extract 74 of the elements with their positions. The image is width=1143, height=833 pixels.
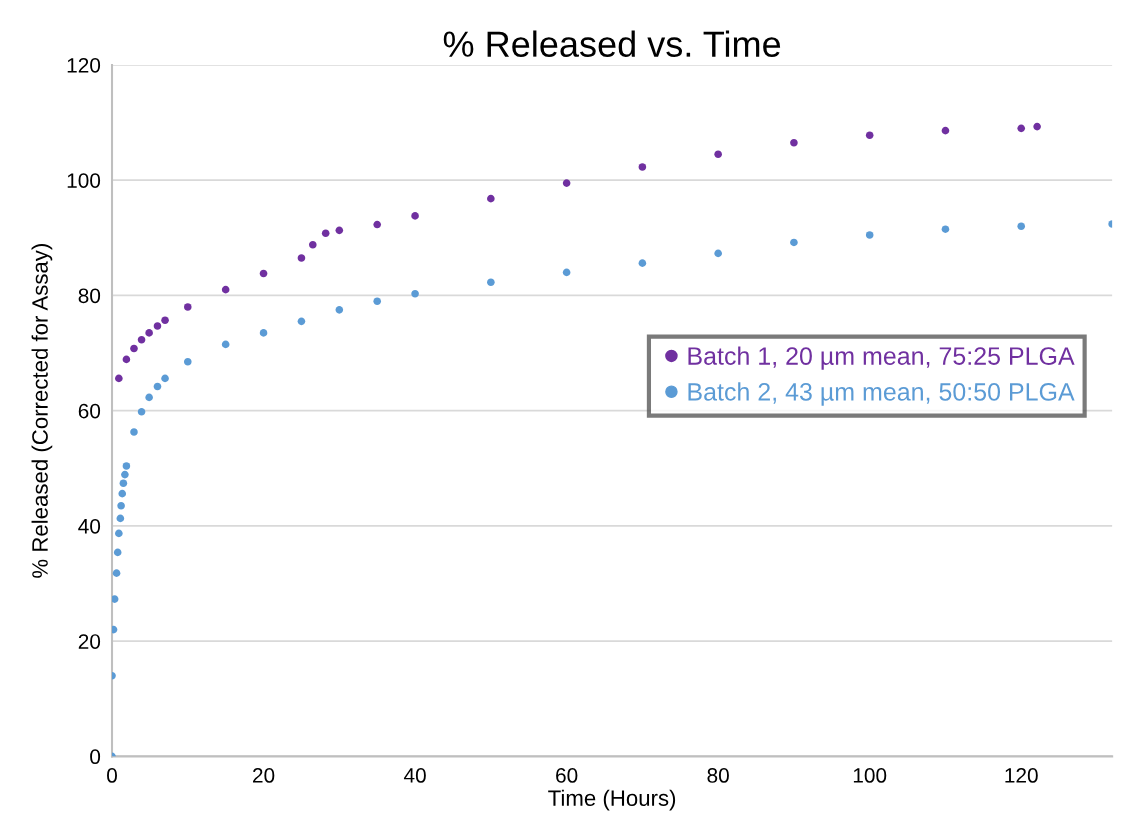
y-tick-label: 40 xyxy=(78,518,101,534)
point xyxy=(562,179,571,187)
point xyxy=(638,259,647,267)
point xyxy=(115,529,123,538)
point xyxy=(487,194,495,203)
x-tick-label: 80 xyxy=(707,768,729,783)
x-tick-label: 0 xyxy=(107,768,117,783)
y-axis-title: % Released (Corrected for Assay) xyxy=(31,244,53,578)
point xyxy=(373,220,381,229)
point xyxy=(130,344,138,353)
point xyxy=(790,138,798,147)
point xyxy=(145,329,153,337)
point xyxy=(714,249,722,258)
point xyxy=(161,316,169,325)
x-tick-label: 40 xyxy=(403,768,426,783)
point xyxy=(112,595,119,603)
point xyxy=(714,150,722,159)
point xyxy=(122,355,131,364)
y-tick-label: 0 xyxy=(90,749,101,765)
y-tick-label: 80 xyxy=(78,288,101,304)
point xyxy=(321,229,330,238)
legend-label: Batch 1, 20 µm mean, 75:25 PLGA xyxy=(688,346,1075,370)
point xyxy=(122,462,131,470)
y-tick-label: 20 xyxy=(78,634,101,649)
point xyxy=(221,340,230,349)
point xyxy=(941,225,950,233)
point xyxy=(259,329,268,337)
point xyxy=(941,126,950,135)
point xyxy=(638,163,647,171)
point xyxy=(119,479,128,488)
point xyxy=(183,303,192,311)
point xyxy=(308,240,317,249)
x-axis-title: Time (Hours) xyxy=(548,789,676,811)
point xyxy=(115,374,123,383)
point xyxy=(865,131,874,140)
point xyxy=(790,238,798,247)
point xyxy=(1017,222,1026,231)
point xyxy=(112,569,121,577)
point xyxy=(183,357,192,366)
point xyxy=(137,408,146,416)
point xyxy=(297,317,306,326)
point xyxy=(259,269,268,278)
y-tick-label: 100 xyxy=(67,173,101,188)
point xyxy=(116,514,125,523)
x-tick-label: 120 xyxy=(1005,768,1038,783)
point xyxy=(117,501,125,510)
y-tick-label: 120 xyxy=(67,57,101,73)
point xyxy=(411,289,419,298)
y-tick-label: 60 xyxy=(78,403,101,419)
point xyxy=(113,548,122,557)
point xyxy=(161,374,169,383)
chart-title: % Released vs. Time xyxy=(443,30,781,57)
point xyxy=(487,278,495,286)
x-tick-label: 60 xyxy=(556,768,578,783)
point xyxy=(373,297,381,305)
point xyxy=(335,306,344,314)
x-tick-label: 100 xyxy=(853,768,887,783)
point xyxy=(118,489,127,498)
point xyxy=(221,285,230,294)
point xyxy=(130,428,138,436)
point xyxy=(865,231,874,239)
point xyxy=(335,226,344,235)
point xyxy=(145,393,153,402)
point xyxy=(121,470,129,479)
point xyxy=(297,254,306,262)
legend-label: Batch 2, 43 µm mean, 50:50 PLGA xyxy=(688,382,1075,406)
point xyxy=(1033,122,1041,131)
point xyxy=(137,336,146,344)
point xyxy=(562,268,571,277)
point xyxy=(411,212,419,220)
point xyxy=(153,322,162,330)
x-tick-label: 20 xyxy=(253,768,275,783)
point xyxy=(1017,124,1026,133)
point xyxy=(153,382,162,391)
